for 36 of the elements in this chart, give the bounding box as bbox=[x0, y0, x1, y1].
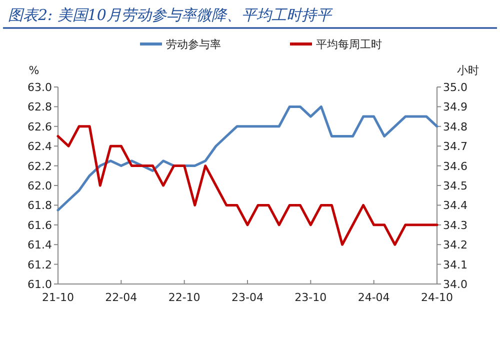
y-tick-label: 61.4 bbox=[28, 238, 52, 252]
x-tick-label: 24-10 bbox=[421, 291, 453, 304]
y2-tick-label: 34.2 bbox=[443, 238, 468, 252]
y-tick-label: 62.8 bbox=[28, 100, 52, 114]
y-tick-label: 61.2 bbox=[28, 258, 52, 272]
x-tick-label: 22-04 bbox=[105, 291, 138, 304]
line-series bbox=[56, 105, 438, 212]
y2-tick-label: 34.1 bbox=[443, 258, 468, 272]
y2-tick-label: 34.6 bbox=[443, 160, 468, 173]
legend-label: 劳动参与率 bbox=[166, 38, 221, 51]
y2-tick-label: 34.4 bbox=[443, 199, 468, 212]
y2-tick-label: 34.5 bbox=[443, 180, 468, 192]
y2-tick-label: 34.9 bbox=[443, 100, 468, 114]
y-tick-label: 62.6 bbox=[28, 120, 52, 134]
y-tick-label: 62.2 bbox=[28, 160, 52, 173]
y2-axis-title: 小时 bbox=[457, 64, 479, 77]
x-tick-label: 22-10 bbox=[168, 291, 200, 304]
x-tick-label: 24-04 bbox=[358, 291, 390, 304]
y2-tick-label: 34.8 bbox=[443, 120, 468, 134]
x-tick-label: 23-04 bbox=[232, 291, 264, 304]
y2-tick-label: 35.0 bbox=[443, 81, 468, 94]
y2-tick-label: 34.0 bbox=[443, 278, 468, 291]
y-tick-label: 62.0 bbox=[28, 180, 52, 192]
line-series bbox=[56, 125, 438, 246]
y-axis-title: % bbox=[28, 64, 40, 77]
x-tick-label: 23-10 bbox=[294, 291, 327, 304]
y-tick-label: 63.0 bbox=[28, 81, 52, 94]
y2-tick-label: 34.3 bbox=[443, 218, 468, 232]
x-tick-label: 21-10 bbox=[42, 291, 74, 304]
y-tick-label: 61.8 bbox=[28, 199, 52, 212]
chart-title: 图表2: 美国10月劳动参与率微降、平均工时持平 bbox=[8, 6, 334, 24]
y-tick-label: 61.6 bbox=[28, 218, 52, 232]
y2-tick-label: 34.7 bbox=[443, 140, 468, 154]
y-tick-label: 61.0 bbox=[28, 278, 52, 291]
legend-label: 平均每周工时 bbox=[316, 38, 382, 51]
y-tick-label: 62.4 bbox=[28, 140, 52, 154]
